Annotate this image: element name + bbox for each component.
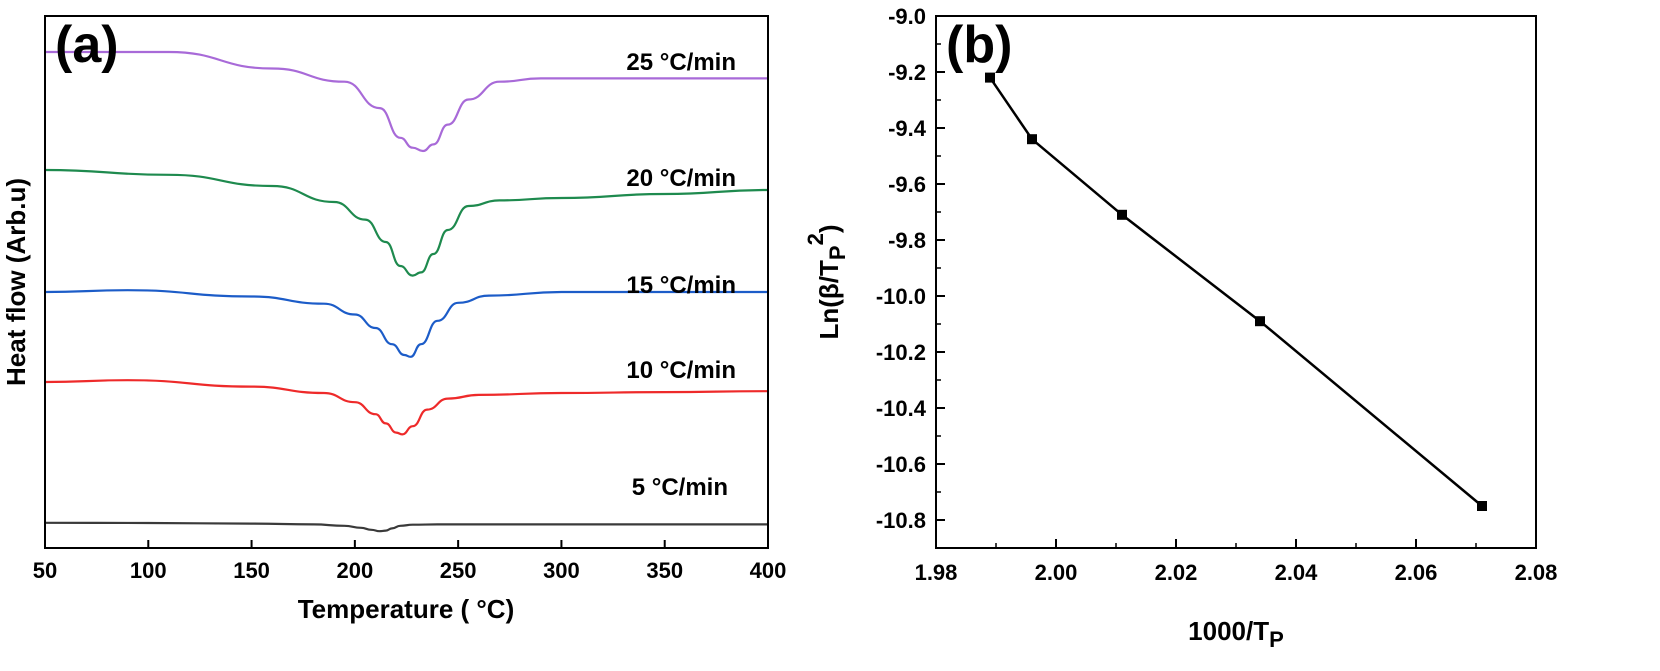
panel-a-chart: 5 °C/min 10 °C/min 15 °C/min 20 °C/min 25 °C…: [1, 15, 787, 624]
series-line-4: [44, 168, 769, 277]
panel-a-plot-frame: [44, 15, 769, 549]
panel-b-chart: 1.98 2.00 2.02 2.04 2.06 2.08 -9.0-9.2-9.4-9.…: [803, 4, 1557, 652]
x-tick-label: 2.08: [1515, 560, 1558, 585]
panel-b-x-ticks: 1.98 2.00 2.02 2.04 2.06 2.08: [915, 539, 1558, 585]
data-point: [1255, 316, 1265, 327]
data-point: [1477, 501, 1487, 511]
x-tick-label: 2.04: [1275, 560, 1319, 585]
y-tick-label: -10.2: [876, 340, 926, 365]
panel-b-y-axis-title-sup: 2: [803, 233, 828, 245]
x-tick-label: 200: [336, 558, 373, 583]
series-line-5: [44, 50, 768, 153]
x-tick-label: 300: [543, 558, 580, 583]
panel-a-curve-labels: 5 °C/min 10 °C/min 15 °C/min 20 °C/min 25 °C…: [626, 49, 736, 501]
curve-label-4: 20 °C/min: [626, 165, 736, 192]
x-tick-label: 2.06: [1395, 560, 1438, 585]
curve-label-3: 15 °C/min: [626, 272, 736, 299]
series-line: [988, 76, 1483, 507]
y-tick-label: -10.0: [876, 284, 926, 309]
panel-b-x-axis-title-main: 1000/T: [1188, 616, 1269, 646]
data-point: [1027, 134, 1037, 145]
panel-b-y-ticks: -9.0 -9.2 -9.4 -9.6 -9.8 -10.0 -10.2 -10.4 -10.6…: [876, 4, 945, 533]
x-tick-label: 1.98: [915, 560, 958, 585]
series-line-3: [44, 289, 768, 358]
y-tick-label: -9.4: [888, 116, 927, 141]
y-tick-label: -9.2: [888, 60, 926, 85]
y-tick-label: -10.4: [876, 396, 927, 421]
x-tick-label: 2.02: [1155, 560, 1198, 585]
panel-a-x-ticks: 50 100 150 200 250 300 350 400: [33, 540, 787, 583]
panel-b-x-axis-title: 1000/TP: [1188, 616, 1284, 652]
x-tick-label: 100: [130, 558, 167, 583]
y-tick-label: -10.8: [876, 508, 926, 533]
x-tick-label: 150: [233, 558, 270, 583]
panel-a-x-axis-title: Temperature ( °C): [298, 594, 515, 624]
curve-label-1: 5 °C/min: [632, 474, 728, 501]
panel-b-plot-frame: [935, 15, 1537, 549]
panel-b-y-axis-title-sub: P: [825, 245, 850, 260]
panel-b-label: (b): [946, 16, 1012, 74]
panel-b-y-axis-title-prefix: Ln(β/T: [814, 260, 844, 340]
x-tick-label: 350: [646, 558, 683, 583]
curve-label-5: 25 °C/min: [626, 49, 736, 76]
x-tick-label: 2.00: [1035, 560, 1078, 585]
panel-b-y-axis-title: Ln(β/TP2): [803, 224, 850, 339]
panel-b-y-axis-title-suffix: ): [814, 224, 844, 233]
y-tick-label: -9.0: [888, 4, 926, 29]
x-tick-label: 400: [750, 558, 787, 583]
y-tick-label: -9.6: [888, 172, 926, 197]
panel-a-y-axis-title: Heat flow (Arb.u): [1, 178, 31, 386]
panel-a-label: (a): [55, 16, 119, 74]
curve-label-2: 10 °C/min: [626, 357, 736, 384]
panel-b-series: [985, 72, 1487, 511]
y-tick-label: -10.6: [876, 452, 926, 477]
data-point: [985, 72, 995, 83]
data-point: [1117, 209, 1127, 220]
x-tick-label: 50: [33, 558, 57, 583]
panel-b-x-axis-title-sub: P: [1269, 627, 1284, 652]
panel-a-curves: [44, 50, 769, 533]
series-line-1: [44, 521, 768, 533]
y-tick-label: -9.8: [888, 228, 926, 253]
x-tick-label: 250: [440, 558, 477, 583]
series-line-2: [44, 379, 769, 436]
